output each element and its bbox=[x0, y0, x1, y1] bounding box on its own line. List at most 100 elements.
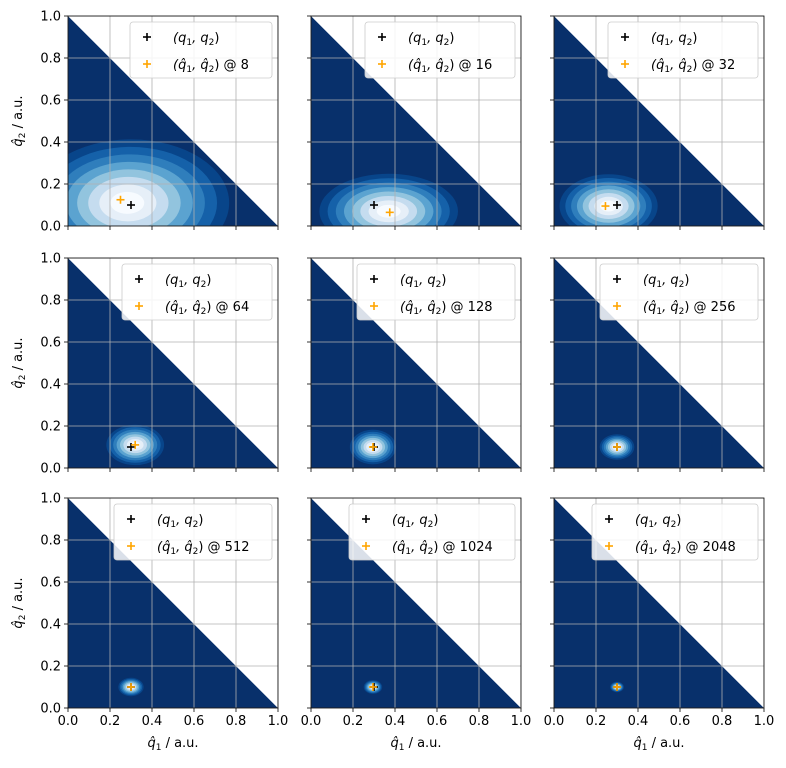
panel-3: (q1, q2) (q̂1, q̂2) @ 32 bbox=[550, 15, 765, 230]
density-background bbox=[68, 258, 278, 468]
legend-estimate-label: (q̂1, q̂2) @ 128 bbox=[400, 300, 493, 317]
axes-frame bbox=[67, 15, 279, 227]
legend-estimate-label: (q̂1, q̂2) @ 32 bbox=[651, 58, 735, 75]
legend-estimate-label: (q̂1, q̂2) @ 8 bbox=[173, 58, 249, 75]
y-tick-label: 0.4 bbox=[40, 618, 61, 633]
axes-frame bbox=[67, 497, 279, 709]
legend: (q1, q2) (q̂1, q̂2) @ 32 bbox=[607, 21, 759, 79]
y-tick-label: 1.0 bbox=[40, 10, 61, 25]
legend-true-label: (q1, q2) bbox=[400, 273, 446, 290]
legend: (q1, q2) (q̂1, q̂2) @ 16 bbox=[364, 21, 516, 79]
legend-box bbox=[129, 21, 273, 79]
y-tick-label: 0.2 bbox=[40, 420, 61, 435]
estimate-marker bbox=[385, 208, 394, 217]
panel-1: 0.0 0.2 0.4 0.6 0.8 1.0 q̂2 / a.u. (q1, q2) (q̂1… bbox=[11, 10, 279, 235]
x-tick-label: 1.0 bbox=[511, 714, 532, 729]
panel-8: 0.0 0.2 0.4 0.6 0.8 1.0 q̂1 / a.u. (q1, q2) (q̂1… bbox=[301, 497, 532, 753]
true-marker bbox=[613, 201, 621, 209]
panel-6: (q1, q2) (q̂1, q̂2) @ 256 bbox=[550, 257, 765, 472]
legend: (q1, q2) (q̂1, q̂2) @ 256 bbox=[599, 263, 759, 321]
legend-estimate-label: (q̂1, q̂2) @ 16 bbox=[408, 58, 492, 75]
y-tick-label: 0.8 bbox=[40, 52, 61, 67]
x-tick-label: 0.2 bbox=[100, 714, 121, 729]
y-tick-label: 0.4 bbox=[40, 378, 61, 393]
panel-2: (q1, q2) (q̂1, q̂2) @ 16 bbox=[307, 15, 522, 230]
legend: (q1, q2) (q̂1, q̂2) @ 8 bbox=[129, 21, 273, 79]
y-tick-label: 0.2 bbox=[40, 660, 61, 675]
legend-box bbox=[356, 263, 516, 321]
legend-true-label: (q1, q2) bbox=[392, 513, 438, 530]
axes-frame bbox=[310, 497, 522, 709]
legend-box bbox=[113, 503, 273, 561]
true-marker bbox=[370, 201, 378, 209]
x-axis-label: q̂1 / a.u. bbox=[633, 736, 684, 753]
legend-estimate-label: (q̂1, q̂2) @ 1024 bbox=[392, 540, 493, 557]
legend-box bbox=[607, 21, 759, 79]
x-tick-label: 0.4 bbox=[142, 714, 163, 729]
legend-true-label: (q1, q2) bbox=[643, 273, 689, 290]
legend-box bbox=[121, 263, 273, 321]
panel-5: (q1, q2) (q̂1, q̂2) @ 128 bbox=[307, 257, 522, 472]
x-tick-label: 0.6 bbox=[670, 714, 691, 729]
legend-estimate-label: (q̂1, q̂2) @ 256 bbox=[643, 300, 736, 317]
estimate-marker bbox=[613, 683, 621, 691]
legend-true-label: (q1, q2) bbox=[651, 31, 697, 48]
grid bbox=[554, 16, 764, 226]
y-tick-label: 0.6 bbox=[40, 336, 61, 351]
true-marker bbox=[127, 443, 135, 451]
y-tick-label: 0.4 bbox=[40, 136, 61, 151]
estimate-marker bbox=[613, 443, 621, 451]
legend-estimate-label: (q̂1, q̂2) @ 2048 bbox=[635, 540, 736, 557]
legend: (q1, q2) (q̂1, q̂2) @ 128 bbox=[356, 263, 516, 321]
density-background bbox=[554, 16, 764, 226]
x-tick-label: 0.6 bbox=[427, 714, 448, 729]
legend: (q1, q2) (q̂1, q̂2) @ 2048 bbox=[591, 503, 759, 561]
y-tick-label: 0.8 bbox=[40, 294, 61, 309]
y-tick-label: 0.6 bbox=[40, 576, 61, 591]
x-tick-label: 0.8 bbox=[226, 714, 247, 729]
y-tick-label: 0.0 bbox=[40, 462, 61, 477]
density-contours bbox=[68, 258, 278, 468]
estimate-marker bbox=[127, 683, 135, 691]
y-tick-label: 0.0 bbox=[40, 220, 61, 235]
x-tick-label: 0.0 bbox=[301, 714, 322, 729]
x-tick-label: 1.0 bbox=[268, 714, 289, 729]
x-axis-label: q̂1 / a.u. bbox=[147, 736, 198, 753]
legend-box bbox=[591, 503, 759, 561]
estimate-marker bbox=[131, 440, 140, 449]
density-level-8 bbox=[110, 191, 145, 214]
legend: (q1, q2) (q̂1, q̂2) @ 512 bbox=[113, 503, 273, 561]
y-tick-label: 1.0 bbox=[40, 492, 61, 507]
panel-7: 0.0 0.2 0.4 0.6 0.8 1.0 0.0 0.2 0.4 0.6 0.8 1.0 q̂1 … bbox=[11, 492, 288, 754]
legend-true-label: (q1, q2) bbox=[408, 31, 454, 48]
panel-4: 0.0 0.2 0.4 0.6 0.8 1.0 q̂2 / a.u. (q1, q2) (q̂1… bbox=[11, 252, 279, 477]
x-tick-label: 0.2 bbox=[586, 714, 607, 729]
legend-estimate-label: (q̂1, q̂2) @ 64 bbox=[165, 300, 249, 317]
x-tick-label: 0.4 bbox=[385, 714, 406, 729]
y-tick-label: 0.8 bbox=[40, 534, 61, 549]
x-tick-label: 0.2 bbox=[343, 714, 364, 729]
x-tick-label: 0.0 bbox=[544, 714, 565, 729]
x-tick-label: 0.0 bbox=[58, 714, 79, 729]
legend-box bbox=[348, 503, 516, 561]
estimate-marker bbox=[368, 443, 377, 451]
axes-frame bbox=[553, 15, 765, 227]
legend-true-label: (q1, q2) bbox=[157, 513, 203, 530]
legend-true-label: (q1, q2) bbox=[635, 513, 681, 530]
x-tick-label: 0.8 bbox=[469, 714, 490, 729]
x-tick-label: 0.4 bbox=[628, 714, 649, 729]
legend-box bbox=[364, 21, 516, 79]
x-tick-label: 0.6 bbox=[184, 714, 205, 729]
legend-estimate-label: (q̂1, q̂2) @ 512 bbox=[157, 540, 250, 557]
axes-frame bbox=[310, 257, 522, 469]
estimate-marker bbox=[601, 202, 610, 211]
panel-9: 0.0 0.2 0.4 0.6 0.8 1.0 q̂1 / a.u. (q1, q2) (q̂1… bbox=[544, 497, 774, 753]
axes-frame bbox=[553, 257, 765, 469]
y-axis-label: q̂2 / a.u. bbox=[11, 577, 28, 628]
estimate-marker bbox=[116, 195, 125, 204]
y-axis-label: q̂2 / a.u. bbox=[11, 337, 28, 388]
legend-box bbox=[599, 263, 759, 321]
legend-true-label: (q1, q2) bbox=[165, 273, 211, 290]
true-marker bbox=[127, 201, 135, 209]
legend: (q1, q2) (q̂1, q̂2) @ 1024 bbox=[348, 503, 516, 561]
